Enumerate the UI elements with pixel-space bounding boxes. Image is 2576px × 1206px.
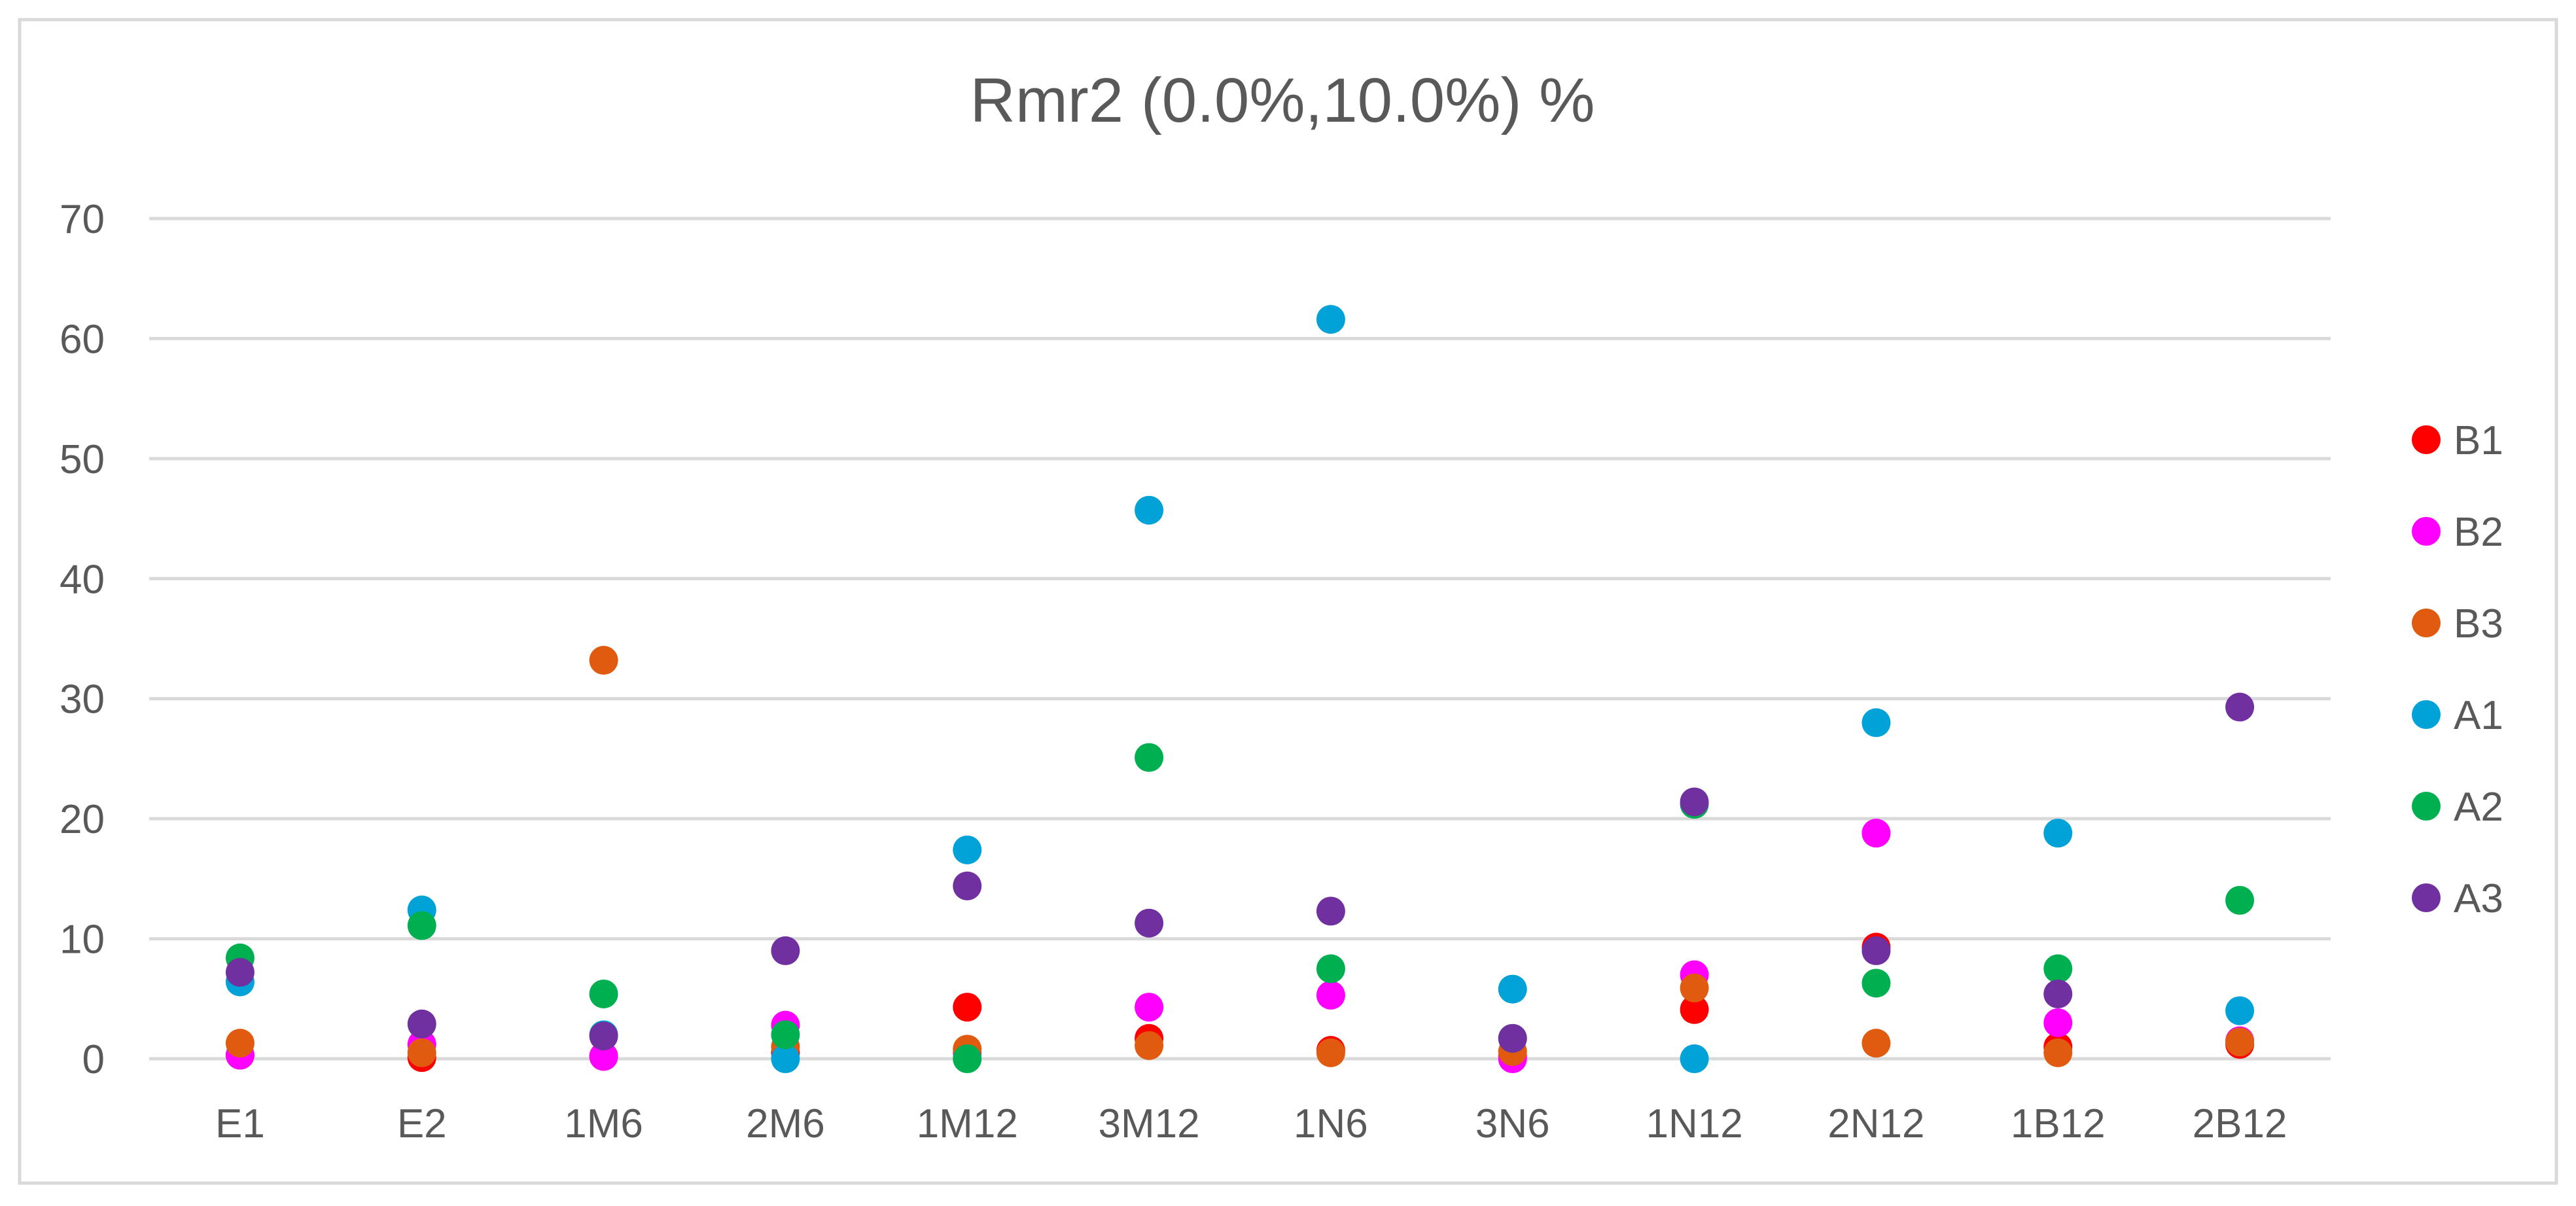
x-tick-label: 2M6 [746,1101,825,1146]
data-point-A1-2B12 [2225,996,2255,1025]
data-point-A2-2N12 [1861,968,1891,998]
x-tick-label: 2N12 [1827,1101,1924,1146]
y-tick-label: 70 [60,197,105,242]
data-point-A1-1N12 [1680,1044,1709,1073]
data-point-B1-1M12 [953,993,982,1022]
data-point-A3-2M6 [771,936,800,965]
y-tick-label: 30 [60,677,105,722]
y-tick-label: 60 [60,317,105,362]
legend-label: B3 [2454,601,2503,647]
legend-item-A1: A1 [2412,693,2503,738]
data-point-B2-2N12 [1861,819,1891,848]
data-points [225,305,2255,1073]
legend-marker [2412,700,2441,729]
data-point-B3-2N12 [1861,1029,1891,1058]
x-tick-label: 3N6 [1475,1101,1550,1146]
chart-title: Rmr2 (0.0%,10.0%) % [970,65,1595,135]
legend-marker [2412,517,2441,546]
legend-marker [2412,792,2441,821]
data-point-B2-1B12 [2043,1008,2073,1037]
data-point-A3-1N12 [1680,787,1709,817]
gridlines [149,217,2331,1061]
x-tick-label: 3M12 [1099,1101,1200,1146]
x-tick-label: E2 [397,1101,447,1146]
data-point-B3-1M6 [589,646,618,675]
data-point-A3-E2 [407,1009,436,1038]
data-point-A3-1N6 [1316,896,1345,926]
x-tick-label: 1B12 [2011,1101,2106,1146]
data-point-B3-2B12 [2225,1027,2255,1057]
y-axis-tick-labels: 0 10 20 30 40 50 60 70 [60,197,105,1082]
data-point-B1-1N12 [1680,995,1709,1024]
data-point-A1-2M6 [771,1044,800,1073]
y-tick-label: 40 [60,557,105,602]
legend-item-B2: B2 [2412,510,2503,555]
series-B3 [225,646,2255,1067]
legend-label: B2 [2454,510,2503,555]
data-point-A1-3N6 [1498,974,1527,1004]
data-point-A3-3N6 [1498,1023,1527,1053]
x-tick-label: 1N12 [1646,1101,1742,1146]
data-point-B3-3M12 [1135,1031,1164,1060]
data-point-B3-1N12 [1680,973,1709,1002]
chart-border [18,18,2558,1185]
data-point-B3-1B12 [2043,1038,2073,1067]
data-point-A3-2N12 [1861,936,1891,965]
data-point-A1-1B12 [2043,819,2073,848]
data-point-A2-1M6 [589,979,618,1008]
legend-label: A3 [2454,876,2503,921]
data-point-A3-1M6 [589,1021,618,1051]
data-point-A2-2B12 [2225,885,2255,915]
data-point-A1-2N12 [1861,708,1891,737]
data-point-B2-3M12 [1135,993,1164,1022]
data-point-A2-1M12 [953,1044,982,1073]
data-point-A3-2B12 [2225,692,2255,722]
data-point-A3-3M12 [1135,908,1164,938]
legend-label: B1 [2454,418,2503,463]
data-point-B3-1N6 [1316,1038,1345,1067]
x-tick-label: 2B12 [2193,1101,2287,1146]
legend-label: A1 [2454,693,2503,738]
data-point-B2-1M6 [589,1042,618,1071]
y-tick-label: 20 [60,797,105,842]
legend-marker [2412,609,2441,637]
x-tick-label: 1M6 [564,1101,643,1146]
data-point-A1-1M12 [953,835,982,864]
data-point-A2-1B12 [2043,954,2073,984]
legend-marker [2412,425,2441,454]
legend: B1 B2 B3 A1 A2 A3 [2412,418,2503,921]
data-point-A1-1N6 [1316,305,1345,334]
data-point-A3-1B12 [2043,979,2073,1008]
data-point-A3-1M12 [953,871,982,900]
x-tick-label: E1 [215,1101,265,1146]
data-point-A2-E2 [407,911,436,940]
y-tick-label: 50 [60,437,105,482]
x-axis-tick-labels: E1 E2 1M6 2M6 1M12 3M12 1N6 3N6 1N12 2N12 1B12 2B12 [215,1101,2287,1146]
data-point-A2-1N6 [1316,954,1345,984]
y-tick-label: 0 [82,1037,105,1082]
data-point-A1-3M12 [1135,495,1164,525]
data-point-B3-E1 [225,1029,255,1058]
legend-item-A3: A3 [2412,876,2503,921]
data-point-A2-3M12 [1135,743,1164,772]
legend-label: A2 [2454,785,2503,830]
data-point-B2-1N6 [1316,980,1345,1010]
data-point-B3-E2 [407,1038,436,1067]
x-tick-label: 1N6 [1294,1101,1368,1146]
x-tick-label: 1M12 [917,1101,1018,1146]
series-A3 [225,692,2255,1053]
legend-item-B1: B1 [2412,418,2503,463]
y-tick-label: 10 [60,917,105,963]
legend-marker [2412,883,2441,912]
legend-item-A2: A2 [2412,785,2503,830]
legend-item-B3: B3 [2412,601,2503,647]
data-point-A2-2M6 [771,1020,800,1050]
data-point-A3-E1 [225,957,255,987]
